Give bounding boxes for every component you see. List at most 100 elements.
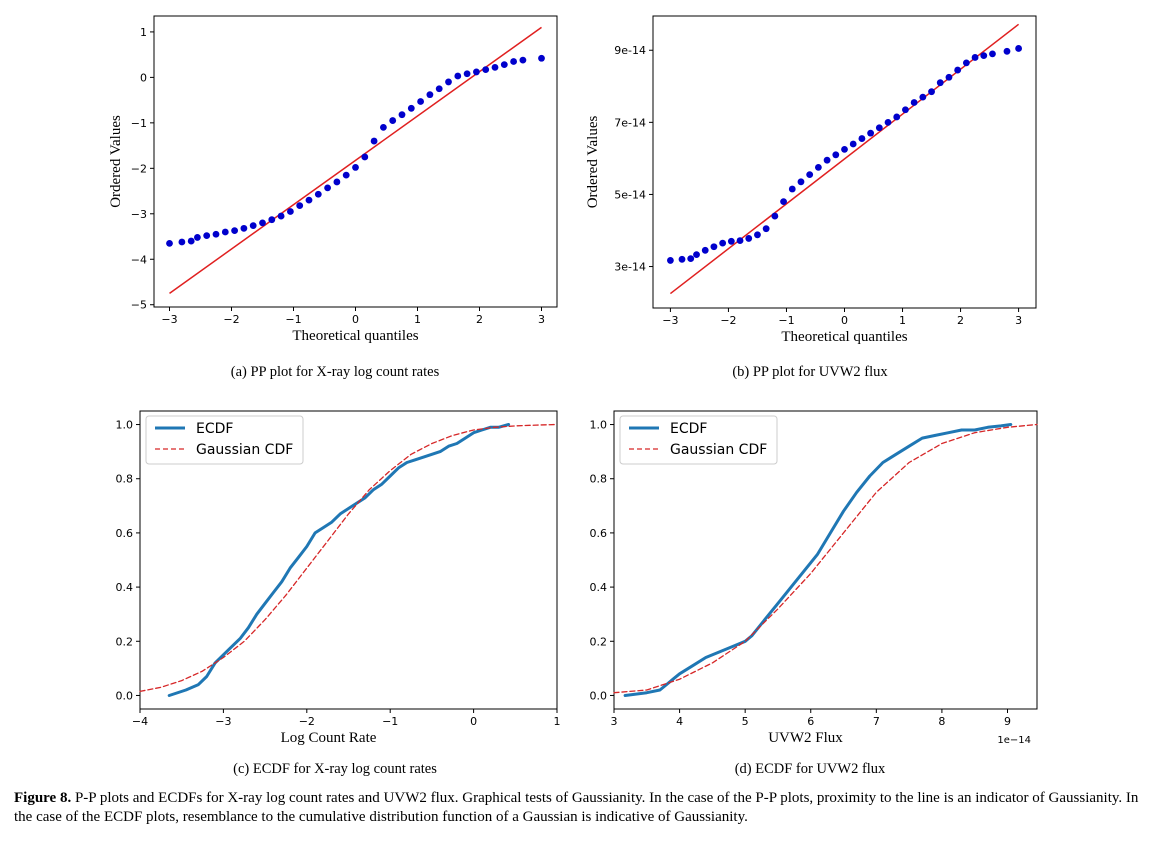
- data-point: [519, 56, 527, 64]
- x-tick-label: 2: [476, 313, 483, 326]
- data-point: [324, 184, 331, 192]
- data-point: [221, 228, 229, 236]
- data-point: [678, 255, 686, 263]
- subcaption-a: (a) PP plot for X-ray log count rates: [230, 364, 440, 380]
- y-tick-label: 0.2: [116, 635, 134, 648]
- y-axis-label: Ordered Values: [585, 116, 601, 209]
- data-point: [832, 151, 840, 159]
- legend-box: [145, 415, 304, 465]
- data-point: [849, 140, 857, 148]
- data-point: [482, 66, 490, 74]
- data-point: [380, 123, 387, 131]
- data-point: [797, 178, 805, 186]
- data-point: [194, 234, 201, 241]
- data-point: [954, 66, 962, 74]
- y-tick-label: 0: [140, 71, 147, 84]
- data-point: [745, 235, 753, 242]
- x-axis-label: Theoretical quantiles: [292, 328, 418, 344]
- gaussian-cdf-line: [139, 423, 558, 693]
- y-tick-label: 0.4: [116, 581, 134, 594]
- y-tick-label: −1: [131, 117, 147, 130]
- x-axis-label: Theoretical quantiles: [781, 329, 907, 345]
- data-point: [314, 190, 322, 198]
- data-point: [435, 85, 443, 93]
- pp-plot-xray: −3 −2 −1 0 1 2 3 −5 −4 −3 −2 −1 0 1 Theoretical quanti…: [108, 15, 558, 344]
- subcaption-c: (c) ECDF for X-ray log count rates: [233, 761, 437, 777]
- x-tick-label: 3: [1015, 314, 1022, 327]
- data-point: [971, 54, 979, 61]
- data-point: [361, 153, 369, 161]
- y-tick-label: 0.4: [590, 581, 608, 594]
- y-tick-label: 0.6: [116, 527, 134, 540]
- x-tick-label: 6: [807, 715, 814, 728]
- data-point: [454, 72, 462, 80]
- data-point: [296, 202, 304, 210]
- x-tick-label: −1: [285, 313, 301, 326]
- x-tick-label: −2: [720, 314, 736, 327]
- data-point: [500, 61, 508, 69]
- data-point: [249, 222, 257, 230]
- x-tick-label: −3: [161, 313, 177, 326]
- data-point: [884, 118, 892, 126]
- data-point: [426, 91, 434, 99]
- y-axis-label: Ordered Values: [108, 115, 124, 208]
- y-tick-label: 0.8: [116, 473, 134, 486]
- data-point: [727, 237, 735, 245]
- x-offset-label: 1e−14: [997, 735, 1031, 746]
- y-tick-label: 0.0: [116, 689, 134, 702]
- data-point: [333, 178, 341, 186]
- data-point: [867, 129, 875, 137]
- data-point: [1003, 47, 1011, 55]
- data-point: [989, 50, 996, 58]
- data-point: [701, 246, 709, 254]
- x-tick-label: −2: [299, 715, 315, 728]
- data-point: [893, 113, 901, 121]
- x-tick-label: 3: [538, 313, 545, 326]
- data-point: [389, 117, 397, 124]
- data-point: [823, 156, 831, 164]
- legend-label: ECDF: [670, 421, 707, 437]
- data-point: [936, 79, 944, 87]
- data-point: [538, 54, 545, 62]
- data-point: [780, 198, 787, 206]
- axes-frame: [652, 15, 1037, 309]
- y-tick-label: 1: [140, 26, 147, 39]
- data-point: [928, 88, 935, 96]
- gaussian-cdf-line: [613, 423, 1038, 694]
- data-point: [788, 185, 796, 193]
- data-point: [875, 124, 883, 132]
- x-tick-label: 2: [957, 314, 964, 327]
- data-point: [407, 104, 415, 112]
- legend-label: Gaussian CDF: [670, 442, 767, 458]
- data-point: [910, 99, 918, 106]
- data-point: [259, 219, 266, 227]
- data-point: [1015, 45, 1022, 52]
- data-point: [491, 63, 499, 71]
- y-tick-label: 0.2: [590, 635, 608, 648]
- x-tick-label: 0: [470, 715, 477, 728]
- x-tick-label: 3: [611, 715, 618, 728]
- axes-frame: [139, 410, 558, 710]
- subcaption-b: (b) PP plot for UVW2 flux: [732, 364, 888, 380]
- x-tick-label: 0: [841, 314, 848, 327]
- data-point: [203, 232, 211, 240]
- data-point: [445, 78, 452, 86]
- data-point: [342, 171, 350, 179]
- y-tick-label: −5: [131, 299, 147, 312]
- x-tick-label: 5: [742, 715, 749, 728]
- x-tick-label: −3: [215, 715, 231, 728]
- data-point: [858, 135, 866, 142]
- axes-frame: [613, 410, 1038, 710]
- data-point: [902, 106, 909, 114]
- data-point: [305, 196, 313, 204]
- data-point: [762, 225, 770, 233]
- data-point: [240, 224, 248, 232]
- data-point: [667, 257, 674, 264]
- x-tick-label: −2: [223, 313, 239, 326]
- ecdf-plot-uvw2: 3 4 5 6 7 8 9 0.0 0.2 0.4 0.6 0.8 1.0 UVW2 Flux 1e−14 E…: [590, 410, 1038, 746]
- figure-caption-label: Figure 8.: [14, 790, 72, 806]
- data-point: [945, 73, 953, 81]
- ecdf-line: [167, 423, 511, 697]
- x-tick-label: 9: [1004, 715, 1011, 728]
- x-tick-label: 1: [414, 313, 421, 326]
